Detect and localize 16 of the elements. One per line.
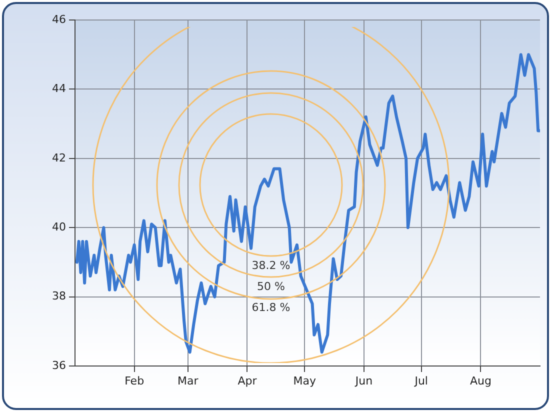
y-tick-label: 40 xyxy=(52,220,66,234)
x-tick-label: Feb xyxy=(124,374,144,388)
x-tick-label: Jul xyxy=(414,374,428,388)
y-tick-label: 46 xyxy=(52,12,66,26)
y-tick-label: 36 xyxy=(52,358,66,372)
x-tick-label: May xyxy=(293,374,316,388)
x-tick-label: Aug xyxy=(470,374,492,388)
x-tick-label: Jun xyxy=(354,374,373,388)
y-tick-label: 38 xyxy=(52,290,66,303)
x-tick-label: Apr xyxy=(238,374,258,388)
y-tick-label: 44 xyxy=(52,82,66,96)
annotation: 61.8 % xyxy=(252,300,290,314)
y-tick-label: 42 xyxy=(52,151,66,164)
annotation: 38.2 % xyxy=(252,258,290,272)
annotation: 50 % xyxy=(257,280,285,293)
x-tick-label: Mar xyxy=(178,374,199,388)
